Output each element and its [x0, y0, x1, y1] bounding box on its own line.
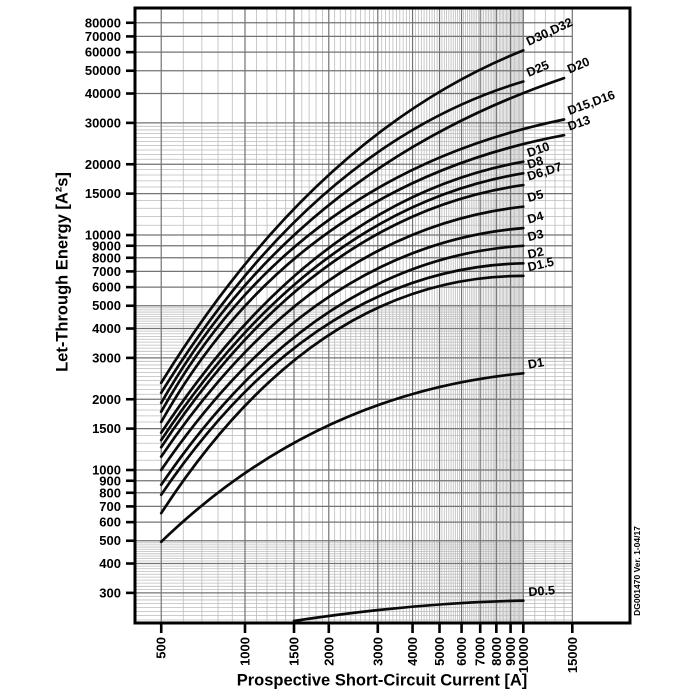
y-tick-label: 7000 — [92, 264, 121, 279]
curve-label-D5: D5 — [526, 187, 545, 205]
y-tick-label: 8000 — [92, 250, 121, 265]
y-tick-label: 50000 — [85, 63, 121, 78]
curve-D13 — [159, 133, 566, 424]
y-tick-label: 2000 — [92, 392, 121, 407]
x-tick-label: 6000 — [454, 637, 469, 666]
x-tick-label: 7000 — [473, 637, 488, 666]
version-note: DG001470 Ver. 1-04/17 — [632, 526, 642, 616]
curve-D20 — [159, 76, 566, 405]
curve-label-D8: D8 — [526, 154, 545, 172]
y-tick-label: 1000 — [92, 463, 121, 478]
curve-label-D1: D1 — [527, 355, 545, 372]
y-tick-label: 4000 — [92, 321, 121, 336]
y-tick-label: 500 — [99, 533, 121, 548]
y-tick-label: 9000 — [92, 238, 121, 253]
y-tick-label: 3000 — [92, 350, 121, 365]
curve-D25 — [159, 80, 525, 395]
x-tick-label: 8000 — [489, 637, 504, 666]
y-axis-title: Let-Through Energy [A²s] — [53, 172, 72, 372]
curve-D4 — [159, 226, 525, 472]
curve-label-D1.5: D1.5 — [526, 255, 555, 275]
y-tick-label: 800 — [99, 485, 121, 500]
y-tick-label: 60000 — [85, 45, 121, 60]
y-tick-label: 80000 — [85, 15, 121, 30]
curve-D8 — [159, 171, 525, 442]
y-tick-label: 10000 — [85, 228, 121, 243]
x-tick-label: 10000 — [516, 637, 531, 673]
x-tick-label: 1000 — [238, 637, 253, 666]
y-tick-label: 5000 — [92, 298, 121, 313]
y-tick-label: 400 — [99, 556, 121, 571]
curve-label-D20: D20 — [565, 55, 592, 77]
plot-border — [133, 6, 632, 625]
curve-D5 — [159, 205, 525, 458]
curve-D15-D16 — [159, 118, 566, 414]
curve-label-D25: D25 — [525, 58, 552, 80]
curve-label-D4: D4 — [526, 209, 545, 227]
y-tick-label: 1500 — [92, 421, 121, 436]
x-tick-label: 15000 — [565, 637, 580, 673]
y-tick-label: 700 — [99, 499, 121, 514]
curve-D2 — [159, 261, 525, 497]
y-tick-label: 900 — [99, 473, 121, 488]
curve-D1 — [159, 371, 525, 544]
curve-label-D15-D16: D15,D16 — [566, 88, 617, 118]
curve-label-D0.5: D0.5 — [528, 583, 555, 599]
y-tick-label: 600 — [99, 515, 121, 530]
curve-D3 — [159, 244, 525, 487]
x-tick-label: 3000 — [370, 637, 385, 666]
curve-label-D3: D3 — [526, 227, 545, 244]
x-tick-label: 5000 — [432, 637, 447, 666]
curve-D10 — [159, 160, 525, 435]
curve-D6-D7 — [159, 183, 525, 449]
x-tick-label: 1500 — [287, 637, 302, 666]
y-tick-label: 40000 — [85, 86, 121, 101]
y-tick-label: 15000 — [85, 186, 121, 201]
curve-D0.5 — [292, 599, 525, 623]
x-axis-title: Prospective Short-Circuit Current [A] — [236, 671, 528, 690]
curve-label-D2: D2 — [526, 244, 545, 261]
x-tick-label: 500 — [154, 637, 169, 659]
x-tick-label: 4000 — [405, 637, 420, 666]
curve-D1.5 — [159, 274, 525, 515]
curve-label-D30-D32: D30,D32 — [524, 15, 575, 49]
y-tick-label: 70000 — [85, 29, 121, 44]
curve-D30-D32 — [159, 49, 525, 385]
y-tick-label: 30000 — [85, 115, 121, 130]
x-tick-label: 9000 — [503, 637, 518, 666]
y-tick-label: 300 — [99, 585, 121, 600]
y-tick-label: 6000 — [92, 280, 121, 295]
x-tick-label: 2000 — [321, 637, 336, 666]
y-tick-label: 20000 — [85, 157, 121, 172]
